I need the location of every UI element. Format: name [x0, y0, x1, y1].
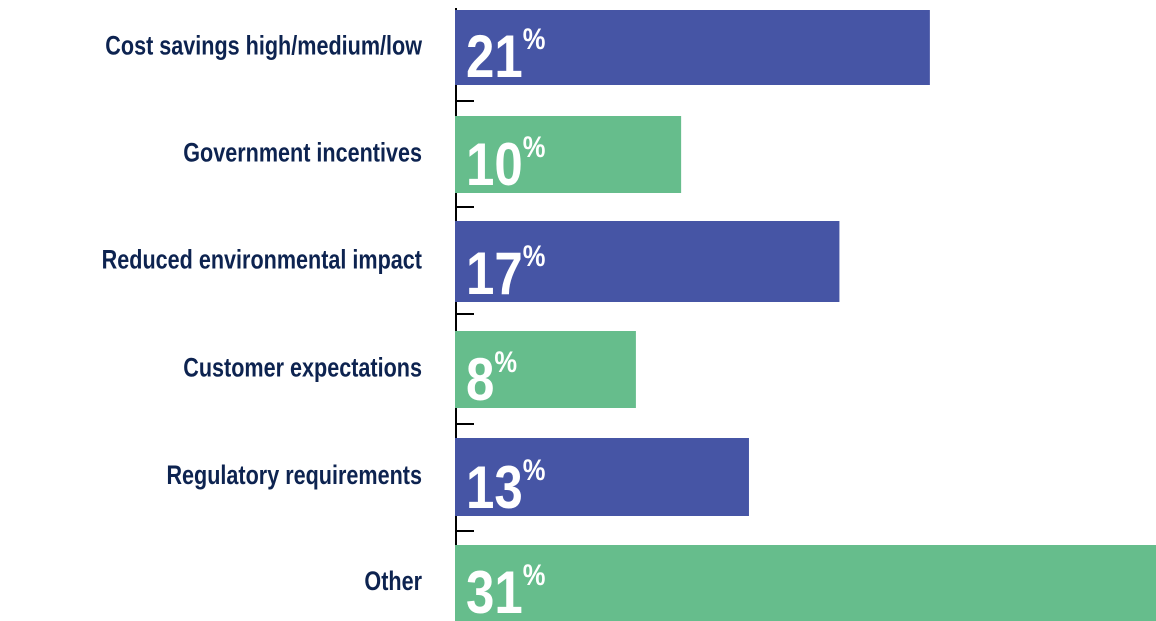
value-label: 21%	[466, 22, 546, 90]
bar	[455, 545, 1156, 621]
value-label: 17%	[466, 239, 546, 307]
value-label: 31%	[466, 558, 546, 621]
value-label: 10%	[466, 130, 546, 198]
category-label: Government incentives	[183, 138, 422, 168]
category-label: Customer expectations	[183, 353, 422, 383]
category-label: Regulatory requirements	[166, 461, 422, 491]
bar	[455, 438, 749, 516]
category-label: Cost savings high/medium/low	[105, 31, 423, 61]
bar	[455, 10, 930, 85]
category-label: Reduced environmental impact	[102, 245, 422, 275]
bar	[455, 116, 682, 193]
category-label: Other	[364, 567, 422, 597]
separator-ticks	[456, 100, 474, 532]
value-label: 13%	[466, 453, 546, 521]
bar	[455, 221, 840, 302]
bar	[455, 331, 636, 408]
value-label: 8%	[466, 345, 517, 413]
